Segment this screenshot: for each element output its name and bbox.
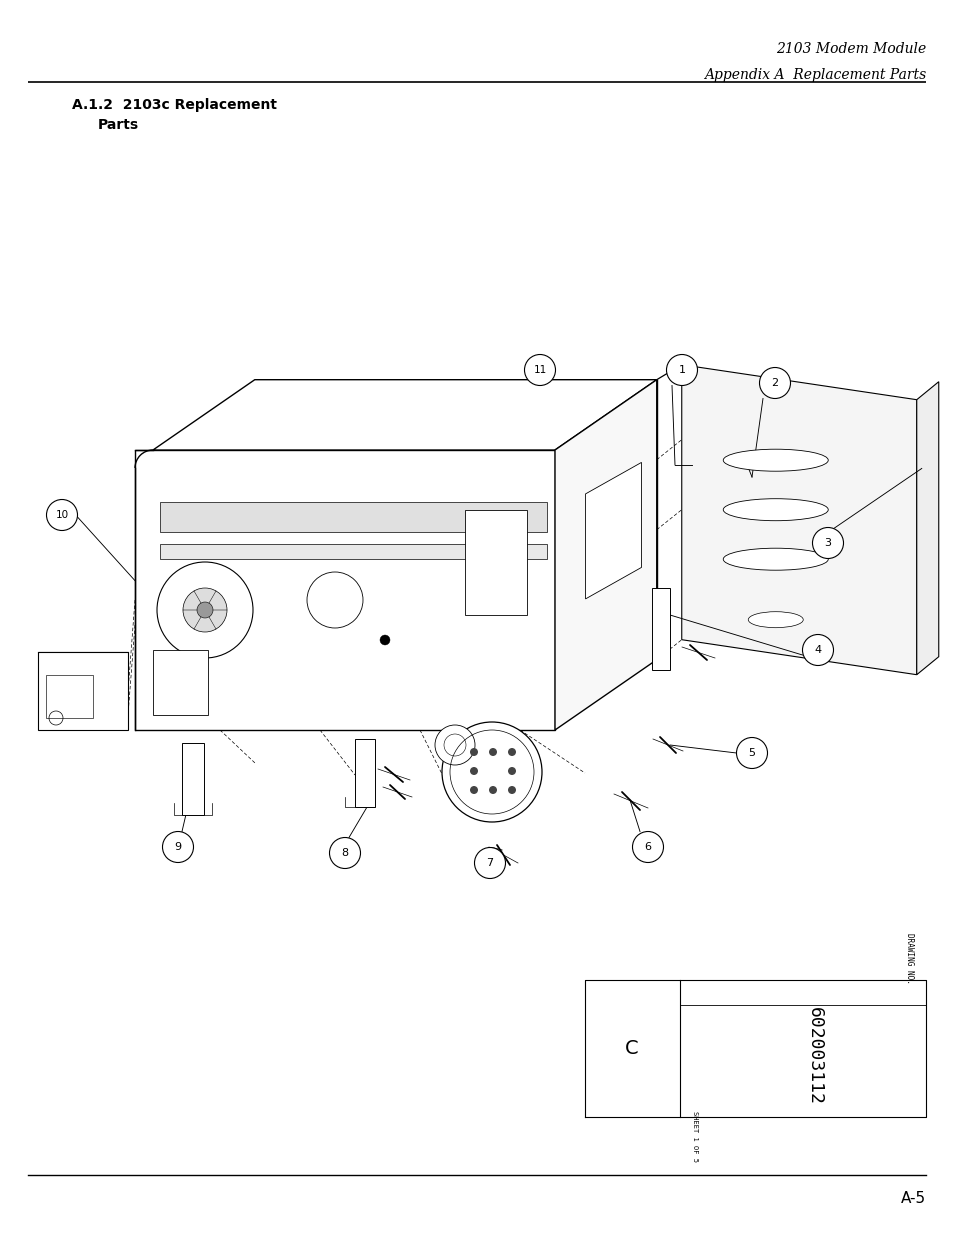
Text: 2: 2	[771, 378, 778, 388]
Text: A.1.2  2103c Replacement: A.1.2 2103c Replacement	[71, 98, 276, 112]
Ellipse shape	[722, 499, 827, 521]
Text: 8: 8	[341, 848, 348, 858]
Polygon shape	[38, 652, 128, 730]
Text: C: C	[624, 1039, 639, 1058]
Text: 9: 9	[174, 842, 181, 852]
Circle shape	[801, 635, 833, 666]
Circle shape	[507, 785, 516, 794]
Circle shape	[435, 725, 475, 764]
Text: 7: 7	[486, 858, 493, 868]
Circle shape	[736, 737, 767, 768]
Ellipse shape	[722, 548, 827, 571]
Ellipse shape	[722, 450, 827, 472]
Circle shape	[524, 354, 555, 385]
Circle shape	[489, 785, 497, 794]
Text: Parts: Parts	[98, 119, 139, 132]
Polygon shape	[464, 510, 526, 615]
Text: Appendix A  Replacement Parts: Appendix A Replacement Parts	[703, 68, 925, 82]
Polygon shape	[651, 588, 669, 671]
Circle shape	[666, 354, 697, 385]
Polygon shape	[160, 501, 546, 532]
Text: SHEET 1 OF 5: SHEET 1 OF 5	[691, 1112, 698, 1162]
Circle shape	[812, 527, 842, 558]
Polygon shape	[182, 743, 204, 815]
Polygon shape	[916, 382, 938, 674]
Circle shape	[183, 588, 227, 632]
Circle shape	[507, 767, 516, 776]
Text: 2103 Modem Module: 2103 Modem Module	[775, 42, 925, 56]
Text: 602003112: 602003112	[805, 1007, 823, 1105]
Circle shape	[379, 635, 390, 645]
Circle shape	[162, 831, 193, 862]
Text: A-5: A-5	[900, 1191, 925, 1207]
Circle shape	[632, 831, 662, 862]
Text: 4: 4	[814, 645, 821, 655]
Circle shape	[47, 499, 77, 531]
Circle shape	[470, 767, 477, 776]
Polygon shape	[135, 450, 555, 730]
Polygon shape	[355, 739, 375, 806]
Text: 3: 3	[823, 538, 831, 548]
Polygon shape	[681, 364, 916, 674]
Circle shape	[489, 748, 497, 756]
Text: 10: 10	[55, 510, 69, 520]
Circle shape	[196, 601, 213, 618]
Polygon shape	[160, 543, 546, 559]
Circle shape	[470, 748, 477, 756]
Text: DRAWING NO.: DRAWING NO.	[904, 934, 913, 984]
Circle shape	[470, 785, 477, 794]
Text: 1: 1	[678, 366, 685, 375]
Circle shape	[474, 847, 505, 878]
Circle shape	[759, 368, 790, 399]
Polygon shape	[585, 462, 640, 599]
Polygon shape	[152, 379, 656, 450]
Ellipse shape	[747, 611, 802, 627]
Circle shape	[307, 572, 363, 629]
Circle shape	[441, 722, 541, 823]
Circle shape	[507, 748, 516, 756]
Circle shape	[157, 562, 253, 658]
Polygon shape	[152, 650, 208, 715]
Text: 6: 6	[644, 842, 651, 852]
Circle shape	[329, 837, 360, 868]
Polygon shape	[555, 379, 656, 730]
Text: 11: 11	[533, 366, 546, 375]
Text: 5: 5	[748, 748, 755, 758]
